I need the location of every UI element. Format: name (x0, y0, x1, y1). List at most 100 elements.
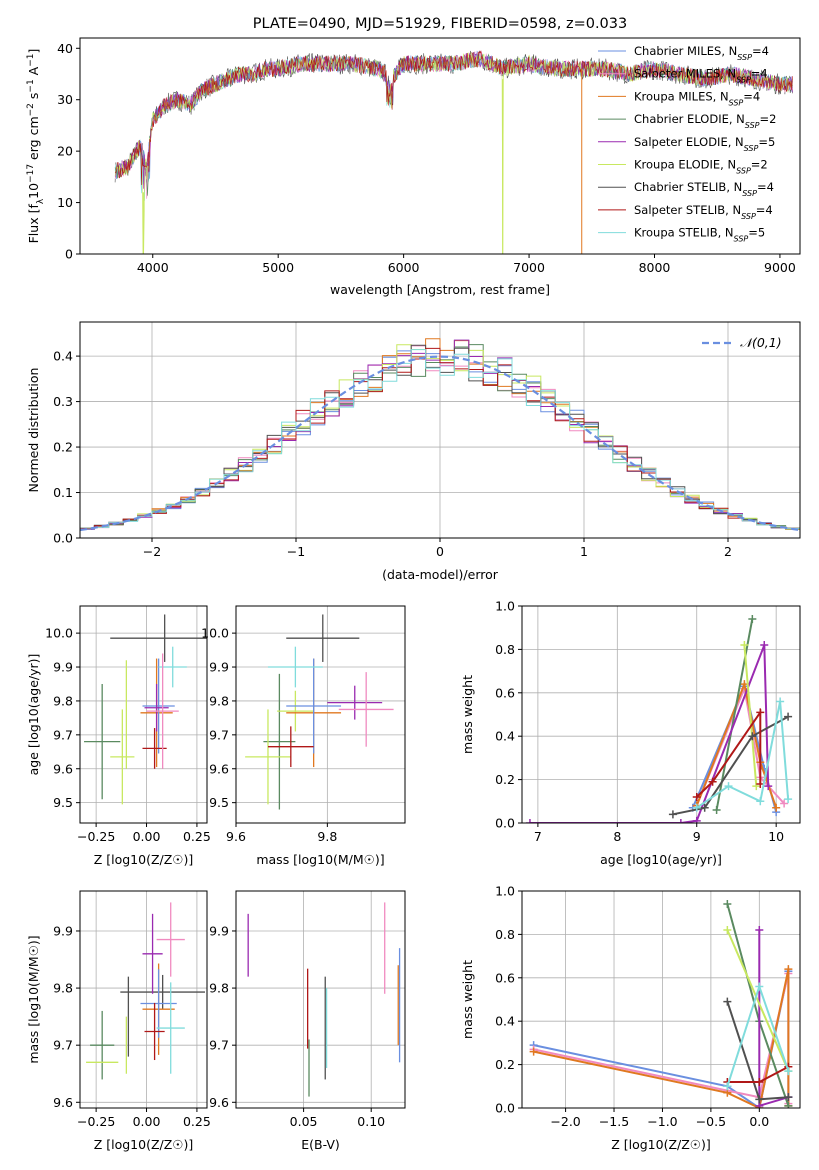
weight-marker (755, 1077, 764, 1086)
x-tick-label: 0.25 (183, 1114, 211, 1129)
axes-massweight-vs-age: 7 8 9 10 0.0 0.2 0.4 0.6 0.8 1.0 age [log10(age/yr… (460, 599, 801, 867)
y-tick-label: 0.2 (53, 440, 73, 455)
weight-line (533, 971, 790, 1108)
chart-title: PLATE=0490, MJD=51929, FIBERID=0598, z=0… (253, 16, 627, 32)
legend-label: Chabrier MILES, NSSP=4 (634, 44, 769, 62)
y-tick-label: 0.0 (495, 816, 515, 831)
x-tick-label: 9 (693, 829, 701, 844)
weight-marker (740, 641, 749, 650)
weight-marker (784, 1101, 793, 1108)
x-tick-label: 5000 (262, 260, 294, 275)
x-tick-label: 4000 (137, 260, 169, 275)
y-tick-label: 9.7 (53, 727, 73, 742)
weight-marker (724, 782, 733, 791)
weight-marker (784, 712, 793, 721)
y-tick-label: 0.4 (53, 349, 73, 364)
x-tick-label: 2 (724, 544, 732, 559)
x-tick-label: 0.05 (290, 1114, 318, 1129)
weight-line (672, 715, 789, 816)
x-axis-label: age [log10(age/yr)] (600, 852, 722, 867)
x-tick-label: −2.0 (550, 1114, 580, 1129)
x-tick-label: −1.5 (599, 1114, 629, 1129)
axes-residuals: −2 −1 0 1 2 0.0 0.1 0.2 0.3 0.4 (data-model)/error… (26, 321, 801, 582)
plot-area-age-vs-Z (84, 614, 207, 805)
weight-marker (755, 926, 764, 935)
weight-marker (676, 819, 685, 823)
x-axis-label: Z [log10(Z/Z☉)] (94, 1137, 194, 1152)
weight-marker (755, 1095, 764, 1104)
x-tick-label: −0.25 (77, 829, 115, 844)
y-tick-label: 1.0 (495, 599, 515, 614)
x-tick-label: 0.10 (357, 1114, 385, 1129)
weight-marker (708, 777, 717, 786)
plot-area-age-vs-mass (245, 614, 394, 810)
legend-label: Kroupa MILES, NSSP=4 (634, 89, 760, 107)
y-tick-label: 0.4 (495, 1014, 515, 1029)
y-tick-label: 9.8 (53, 693, 73, 708)
weight-line (696, 709, 762, 798)
y-tick-label: 1.0 (495, 884, 515, 899)
plot-area-massweight-vs-age (525, 615, 793, 823)
x-tick-label: 9000 (764, 260, 796, 275)
weight-marker (780, 799, 789, 808)
y-tick-label: 0.6 (495, 685, 515, 700)
legend-label: Kroupa STELIB, NSSP=5 (634, 226, 765, 244)
histogram-8 (80, 349, 800, 532)
x-tick-label: 7000 (513, 260, 545, 275)
y-tick-label: 0.8 (495, 642, 515, 657)
y-tick-label: 9.9 (209, 660, 229, 675)
weight-marker (755, 982, 764, 991)
y-axis-label: mass weight (460, 960, 475, 1039)
weight-marker (723, 926, 732, 935)
x-axis-label: (data-model)/error (382, 567, 499, 582)
axes-frame (235, 890, 406, 1109)
y-tick-label: 9.9 (53, 660, 73, 675)
x-tick-label: 10 (768, 829, 784, 844)
weight-marker (756, 797, 765, 806)
weight-line (715, 618, 754, 811)
x-axis-label: wavelength [Angstrom, rest frame] (330, 282, 550, 297)
legend-label: Salpeter ELODIE, NSSP=5 (634, 135, 775, 153)
y-tick-label: 9.5 (53, 795, 73, 810)
weight-marker (692, 816, 701, 823)
axes-spectrum: 4000 5000 6000 7000 8000 9000 0 10 20 30 40 PLATE=0… (26, 16, 801, 297)
y-tick-label: 9.6 (209, 1095, 229, 1110)
x-axis-label: Z [log10(Z/Z☉)] (611, 1137, 711, 1152)
y-axis-label: mass weight (460, 675, 475, 754)
axes-frame (521, 605, 801, 824)
y-tick-label: 9.7 (53, 1038, 73, 1053)
weight-line (529, 644, 770, 823)
y-tick-label: 9.7 (209, 1038, 229, 1053)
x-tick-label: 0.00 (133, 1114, 161, 1129)
weight-marker (723, 900, 732, 909)
y-tick-label: 10.0 (45, 626, 73, 641)
axes-frame (79, 890, 208, 1109)
weight-marker (784, 1093, 793, 1102)
y-tick-label: 10 (57, 195, 73, 210)
legend: Chabrier MILES, NSSP=4 Salpeter MILES, NS… (598, 44, 776, 243)
y-tick-label: 0.1 (53, 485, 73, 500)
y-tick-label: 0 (65, 247, 73, 262)
y-tick-label: 40 (57, 41, 73, 56)
weight-line (743, 645, 758, 787)
spectrum-line-5 (114, 51, 793, 254)
y-axis-label: Normed distribution (26, 368, 41, 493)
legend-label: Chabrier STELIB, NSSP=4 (634, 180, 774, 198)
axes-frame (79, 605, 208, 824)
y-tick-label: 9.6 (53, 761, 73, 776)
legend-label: Kroupa ELODIE, NSSP=2 (634, 158, 768, 176)
y-axis-label: age [log10(age/yr)] (26, 654, 41, 776)
y-tick-label: 9.9 (53, 923, 73, 938)
x-tick-label: 9.6 (226, 829, 246, 844)
y-tick-label: 20 (57, 144, 73, 159)
weight-marker (756, 708, 765, 717)
y-tick-label: 0.0 (495, 1101, 515, 1116)
y-tick-label: 0.2 (495, 1057, 515, 1072)
axes-mass-vs-EBV: 0.05 0.10 9.6 9.7 9.8 9.9 E(B-V) (209, 890, 406, 1152)
x-tick-label: 1 (580, 544, 588, 559)
x-tick-label: −1.0 (647, 1114, 677, 1129)
x-tick-label: 6000 (388, 260, 420, 275)
y-axis-label: Flux [fλ10−17 erg cm−2 s−1 A−1] (26, 49, 46, 244)
x-tick-label: −2 (143, 544, 161, 559)
axes-mass-vs-Z: −0.25 0.00 0.25 9.6 9.7 9.8 9.9 Z [log10(Z/Z☉)]… (26, 890, 211, 1152)
